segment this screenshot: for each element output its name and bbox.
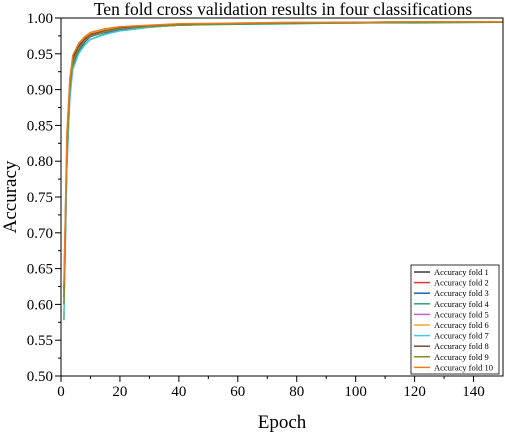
- series-line-fold-2: [63, 21, 503, 298]
- chart-title: Ten fold cross validation results in fou…: [94, 0, 473, 19]
- y-tick-label: 0.75: [27, 190, 53, 206]
- y-tick-label: 0.55: [27, 333, 53, 349]
- x-tick-label: 120: [403, 384, 426, 400]
- y-tick-label: 0.65: [27, 262, 53, 278]
- legend-label: Accuracy fold 9: [434, 352, 489, 362]
- series-line-fold-5: [63, 20, 504, 291]
- series-layer: [63, 20, 504, 321]
- y-axis-title: Accuracy: [0, 160, 21, 233]
- legend-label: Accuracy fold 3: [434, 288, 489, 298]
- y-tick-label: 0.50: [27, 369, 53, 385]
- legend-label: Accuracy fold 7: [434, 331, 489, 341]
- series-line-fold-6: [63, 20, 503, 283]
- x-tick-label: 0: [57, 384, 65, 400]
- ticks-layer: 0 20 40 60 80 100 120 140 0.50 0.55 0.60 0.65 0.70 0.…: [27, 11, 485, 400]
- y-tick-label: 0.95: [27, 47, 53, 63]
- y-tick-label: 0.60: [27, 297, 53, 313]
- x-tick-label: 20: [112, 384, 127, 400]
- y-tick-label: 1.00: [27, 11, 53, 27]
- series-line-fold-1: [63, 20, 503, 291]
- legend-label: Accuracy fold 5: [434, 309, 489, 319]
- x-tick-label: 40: [171, 384, 186, 400]
- y-tick-label: 0.85: [27, 118, 53, 134]
- legend-label: Accuracy fold 8: [434, 341, 489, 351]
- legend-label: Accuracy fold 6: [434, 320, 489, 330]
- y-tick-label: 0.80: [27, 154, 53, 170]
- x-tick-label: 100: [344, 384, 367, 400]
- series-line-fold-3: [63, 20, 504, 305]
- x-tick-label: 60: [230, 384, 245, 400]
- x-tick-label: 80: [289, 384, 304, 400]
- legend-label: Accuracy fold 1: [434, 267, 489, 277]
- x-axis-title: Epoch: [258, 412, 307, 433]
- series-line-fold-9: [63, 21, 503, 305]
- legend-label: Accuracy fold 2: [434, 278, 489, 288]
- series-line-fold-8: [63, 20, 504, 298]
- x-tick-label: 140: [462, 384, 485, 400]
- legend-label: Accuracy fold 4: [434, 299, 490, 309]
- legend-label: Accuracy fold 10: [434, 362, 493, 372]
- series-line-fold-10: [63, 20, 503, 283]
- y-tick-label: 0.70: [27, 226, 53, 242]
- y-tick-label: 0.90: [27, 83, 53, 99]
